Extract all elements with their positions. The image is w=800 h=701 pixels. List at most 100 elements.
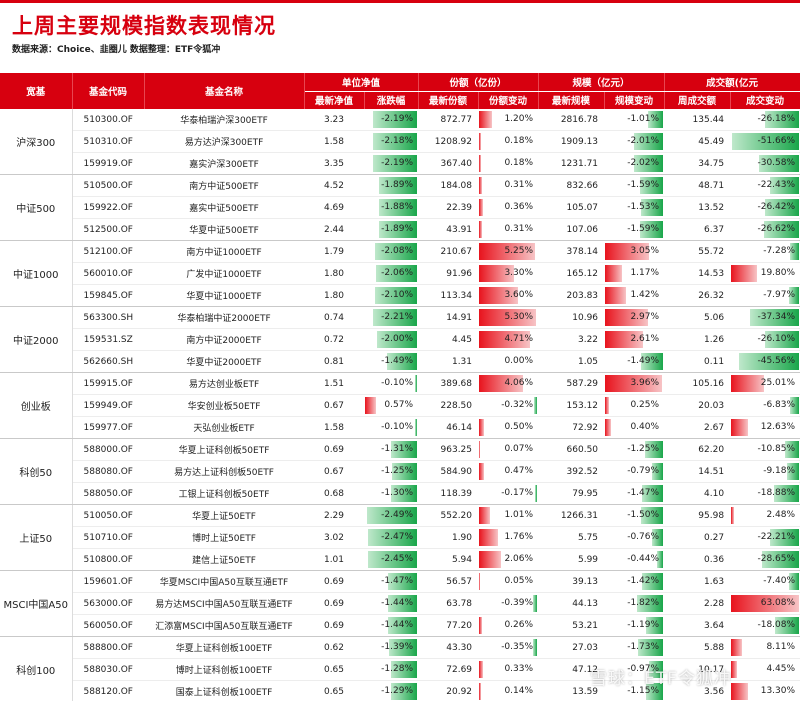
nav-change-cell-fill — [379, 199, 418, 217]
table-row: 563000.OF 易方达MSCI中国A50互联互通ETF 0.69 -1.44% 63… — [0, 592, 800, 616]
nav-change-cell: -2.49% — [364, 504, 419, 528]
share-change-cell-value: 0.18% — [504, 136, 534, 147]
aum-change-cell-bar: -1.15% — [605, 681, 664, 701]
turnover-change-cell: 63.08% — [730, 592, 800, 616]
fund-code-cell: 510800.OF — [72, 548, 144, 572]
shares-cell: 184.08 — [418, 174, 479, 198]
aum-change-cell-value: -1.82% — [627, 598, 660, 609]
turnover-change-cell: -51.66% — [730, 130, 800, 154]
aum-change-cell-value: -1.73% — [627, 642, 660, 653]
table-row: 创业板 159915.OF 易方达创业板ETF 1.51 -0.10% 389.68 4.0… — [0, 372, 800, 440]
share-change-cell-value: 0.33% — [504, 664, 534, 675]
nav-change-cell-fill — [390, 441, 418, 459]
fund-name-cell: 工银上证科创板50ETF — [144, 482, 304, 506]
aum-change-cell-bar: -2.01% — [605, 131, 664, 152]
aum-change-cell-bar: 3.05% — [605, 241, 663, 262]
aum-change-cell-fill — [637, 639, 664, 657]
share-change-cell: -0.39% — [478, 592, 539, 616]
share-change-cell-bar: 0.33% — [479, 659, 537, 680]
share-change-cell: 0.14% — [478, 680, 539, 701]
aum-cell: 203.83 — [538, 284, 605, 308]
turnover-change-cell-bar: 13.30% — [731, 681, 799, 701]
share-change-cell-bar: 0.31% — [479, 175, 537, 196]
header-aum: 最新规模 — [538, 91, 605, 109]
aum-change-cell-bar: -1.47% — [605, 483, 664, 504]
header-aum-change: 规模变动 — [604, 91, 665, 109]
nav-cell: 0.74 — [304, 306, 364, 330]
aum-cell: 39.13 — [538, 570, 605, 594]
turnover-change-cell-fill — [731, 683, 749, 701]
fund-name-cell: 华夏中证2000ETF — [144, 350, 304, 374]
aum-change-cell-value: -0.76% — [627, 532, 660, 543]
nav-change-cell-fill — [387, 353, 418, 371]
share-change-cell-fill — [532, 595, 538, 613]
fund-code-cell: 510050.OF — [72, 504, 144, 528]
aum-change-cell-fill — [636, 595, 664, 613]
nav-change-cell-value: -0.10% — [381, 378, 414, 389]
table-row: 沪深300 510300.OF 华泰柏瑞沪深300ETF 3.23 -2.19% 872.… — [0, 109, 800, 176]
fund-code-cell: 588800.OF — [72, 636, 144, 660]
aum-change-cell-fill — [633, 133, 664, 151]
aum-change-cell-fill — [651, 463, 664, 481]
turnover-change-cell-bar: 19.80% — [731, 263, 799, 284]
aum-change-cell-value: -2.01% — [627, 136, 660, 147]
aum-change-cell: -1.59% — [604, 218, 665, 242]
fund-name-cell: 南方中证2000ETF — [144, 328, 304, 352]
nav-cell: 0.65 — [304, 680, 364, 701]
nav-change-cell-bar: 0.57% — [365, 395, 417, 416]
nav-change-cell-value: -2.18% — [381, 136, 414, 147]
aum-change-cell: 3.05% — [604, 240, 665, 264]
nav-change-cell: -1.31% — [364, 438, 419, 462]
share-change-cell-bar: -0.35% — [479, 637, 538, 658]
fund-code-cell: 159949.OF — [72, 394, 144, 418]
share-change-cell: 1.20% — [478, 109, 539, 132]
turnover-change-cell-fill — [731, 507, 735, 525]
nav-change-cell: -2.06% — [364, 262, 419, 286]
nav-change-cell: -2.19% — [364, 109, 419, 132]
aum-change-cell-value: -2.02% — [627, 158, 660, 169]
share-change-cell: 2.06% — [478, 548, 539, 572]
turnover-change-cell-fill — [784, 441, 800, 459]
fund-name-cell: 建信上证50ETF — [144, 548, 304, 572]
share-change-cell-fill — [479, 199, 483, 217]
turnover-cell: 14.53 — [664, 262, 731, 286]
share-change-cell-value: 0.31% — [504, 224, 534, 235]
turnover-change-cell-value: -6.83% — [763, 400, 796, 411]
nav-change-cell-fill — [391, 661, 418, 679]
share-change-cell-value: 0.05% — [504, 576, 534, 587]
fund-code-cell: 588120.OF — [72, 680, 144, 701]
share-change-cell-fill — [479, 177, 483, 195]
aum-change-cell-value: -1.19% — [627, 620, 660, 631]
nav-change-cell-value: -1.29% — [381, 686, 414, 697]
aum-change-cell-fill — [642, 573, 664, 591]
turnover-change-cell: -28.65% — [730, 548, 800, 572]
nav-change-cell-bar: -1.89% — [365, 219, 418, 240]
nav-change-cell-bar: -1.44% — [365, 593, 418, 614]
fund-name-cell: 易方达沪深300ETF — [144, 130, 304, 154]
turnover-change-cell: 19.80% — [730, 262, 800, 286]
aum-change-cell-bar: 1.17% — [605, 263, 663, 284]
nav-change-cell-fill — [389, 639, 418, 657]
fund-name-cell: 易方达MSCI中国A50互联互通ETF — [144, 592, 304, 616]
aum-change-cell-fill — [605, 265, 622, 283]
nav-change-cell-bar: -1.49% — [365, 351, 418, 372]
turnover-change-cell-fill — [764, 331, 800, 349]
turnover-change-cell: -26.42% — [730, 196, 800, 220]
share-change-cell-value: -0.32% — [501, 400, 534, 411]
share-change-cell: 3.60% — [478, 284, 539, 308]
nav-change-cell-bar: -1.88% — [365, 197, 418, 218]
nav-change-cell-fill — [368, 551, 418, 569]
turnover-change-cell-bar: -26.18% — [731, 109, 800, 130]
aum-change-cell-fill — [648, 661, 664, 679]
table-row: 中证1000 512100.OF 南方中证1000ETF 1.79 -2.08% 210.… — [0, 240, 800, 308]
share-change-cell-value: 0.00% — [504, 356, 534, 367]
nav-change-cell-fill — [415, 375, 418, 393]
aum-change-cell-value: -0.44% — [627, 554, 660, 565]
shares-cell: 1.31 — [418, 350, 479, 374]
nav-change-cell: -2.18% — [364, 130, 419, 154]
nav-change-cell: -0.10% — [364, 372, 419, 396]
nav-change-cell-value: -2.08% — [381, 246, 414, 257]
turnover-cell: 135.44 — [664, 109, 731, 132]
nav-change-cell: -1.89% — [364, 218, 419, 242]
share-change-cell-value: 0.07% — [504, 444, 534, 455]
